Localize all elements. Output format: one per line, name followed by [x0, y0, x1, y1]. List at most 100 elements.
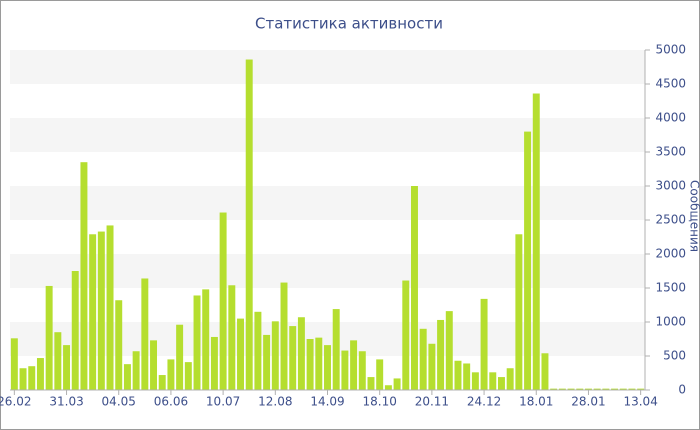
bar [445, 311, 453, 390]
bar [306, 339, 314, 390]
bar [637, 388, 645, 390]
bar [532, 93, 540, 391]
y-tick-label: 2000 [655, 247, 686, 261]
bar [558, 388, 566, 390]
bar [193, 295, 201, 390]
grid-band [10, 118, 645, 152]
bar [210, 336, 218, 390]
bar [28, 366, 36, 390]
bar [132, 351, 140, 390]
bar [463, 363, 471, 390]
bar [428, 343, 436, 390]
bar [506, 368, 514, 390]
y-tick-label: 500 [663, 349, 686, 363]
bar [89, 234, 97, 390]
bar [219, 212, 227, 390]
bar [332, 309, 340, 390]
x-tick-label: 31.03 [49, 395, 83, 409]
bar [593, 388, 601, 390]
bar [497, 377, 505, 390]
bar [454, 360, 462, 390]
bar [63, 345, 71, 390]
bar [550, 388, 558, 390]
bar [115, 300, 123, 390]
y-tick-label: 1000 [655, 315, 686, 329]
grid-band [10, 254, 645, 288]
bar [402, 280, 410, 390]
y-tick-label: 0 [678, 383, 686, 397]
bar [628, 388, 636, 390]
grid-band [10, 50, 645, 84]
bar [489, 372, 497, 390]
bar [184, 362, 192, 390]
bar [19, 368, 27, 390]
bar [602, 388, 610, 390]
bar [541, 353, 549, 390]
y-tick-label: 3000 [655, 179, 686, 193]
x-tick-label: 13.04 [623, 395, 657, 409]
bar [584, 388, 592, 390]
bar [471, 372, 479, 390]
chart-title: Статистика активности [255, 15, 443, 33]
bar [367, 377, 375, 390]
y-tick-label: 1500 [655, 281, 686, 295]
x-tick-label: 28.01 [571, 395, 605, 409]
bar [437, 319, 445, 390]
bar [480, 298, 488, 390]
bar [228, 285, 236, 390]
bar [567, 388, 575, 390]
y-tick-label: 5000 [655, 43, 686, 57]
bar [324, 345, 331, 390]
x-tick-label: 20.11 [415, 395, 449, 409]
bar [10, 338, 18, 390]
bar [245, 59, 253, 391]
bar [515, 234, 523, 390]
bar [393, 378, 401, 390]
bar [158, 375, 166, 390]
bar [167, 359, 175, 390]
x-tick-label: 18.01 [519, 395, 553, 409]
bar [36, 358, 44, 390]
bar [254, 311, 262, 390]
bar [350, 340, 358, 390]
x-tick-label: 26.02 [0, 395, 32, 409]
bar [263, 334, 271, 390]
bar [237, 318, 244, 390]
bar [54, 332, 62, 390]
bar [289, 326, 297, 390]
bar [106, 225, 114, 390]
bar [271, 321, 279, 390]
x-tick-label: 24.12 [467, 395, 501, 409]
bar [45, 285, 53, 390]
bar [411, 186, 418, 390]
bar [619, 388, 627, 390]
bar [80, 162, 88, 390]
bar [97, 231, 105, 390]
bar [150, 340, 158, 390]
bar [176, 324, 184, 390]
x-tick-label: 18.10 [363, 395, 397, 409]
x-tick-label: 10.07 [206, 395, 240, 409]
bar [376, 359, 384, 390]
y-tick-label: 4500 [655, 77, 686, 91]
bar [280, 282, 288, 390]
bar [315, 337, 323, 390]
bar [123, 364, 131, 390]
y-tick-label: 3500 [655, 145, 686, 159]
y-tick-label: 2500 [655, 213, 686, 227]
x-tick-label: 04.05 [102, 395, 136, 409]
bar [71, 271, 79, 390]
bar [202, 289, 210, 390]
y-axis-label: Сообщения [688, 180, 700, 252]
bar [611, 388, 619, 390]
x-tick-label: 06.06 [154, 395, 188, 409]
bar [297, 317, 305, 390]
bar [358, 351, 366, 390]
bar [341, 350, 349, 390]
bar [384, 385, 392, 390]
bar [419, 328, 427, 390]
x-tick-label: 14.09 [310, 395, 344, 409]
bar [576, 388, 584, 390]
grid-band [10, 186, 645, 220]
